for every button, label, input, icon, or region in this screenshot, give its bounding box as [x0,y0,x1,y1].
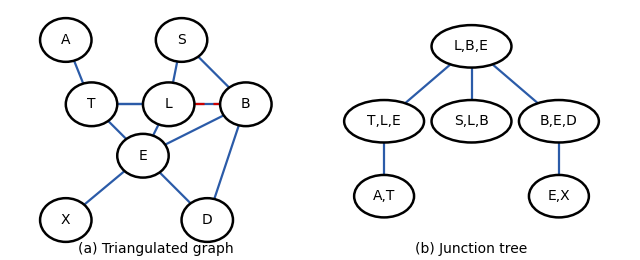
Ellipse shape [431,25,511,68]
Text: D: D [202,213,212,227]
Text: B: B [241,97,251,111]
Text: (a) Triangulated graph: (a) Triangulated graph [78,242,234,256]
Ellipse shape [40,18,92,62]
Text: T,L,E: T,L,E [367,114,401,128]
Ellipse shape [519,100,599,142]
Ellipse shape [431,100,511,142]
Text: B,E,D: B,E,D [540,114,578,128]
Ellipse shape [40,198,92,242]
Ellipse shape [529,175,589,217]
Text: T: T [87,97,96,111]
Ellipse shape [182,198,233,242]
Ellipse shape [344,100,424,142]
Ellipse shape [354,175,414,217]
Text: A: A [61,33,70,47]
Ellipse shape [117,134,169,178]
Text: S: S [177,33,186,47]
Ellipse shape [156,18,207,62]
Ellipse shape [66,82,117,126]
Text: L: L [165,97,173,111]
Text: (b) Junction tree: (b) Junction tree [415,242,527,256]
Text: E,X: E,X [548,189,570,203]
Text: E: E [139,149,147,163]
Text: S,L,B: S,L,B [454,114,489,128]
Text: X: X [61,213,70,227]
Text: A,T: A,T [373,189,396,203]
Ellipse shape [220,82,271,126]
Ellipse shape [143,82,195,126]
Text: L,B,E: L,B,E [454,39,489,53]
